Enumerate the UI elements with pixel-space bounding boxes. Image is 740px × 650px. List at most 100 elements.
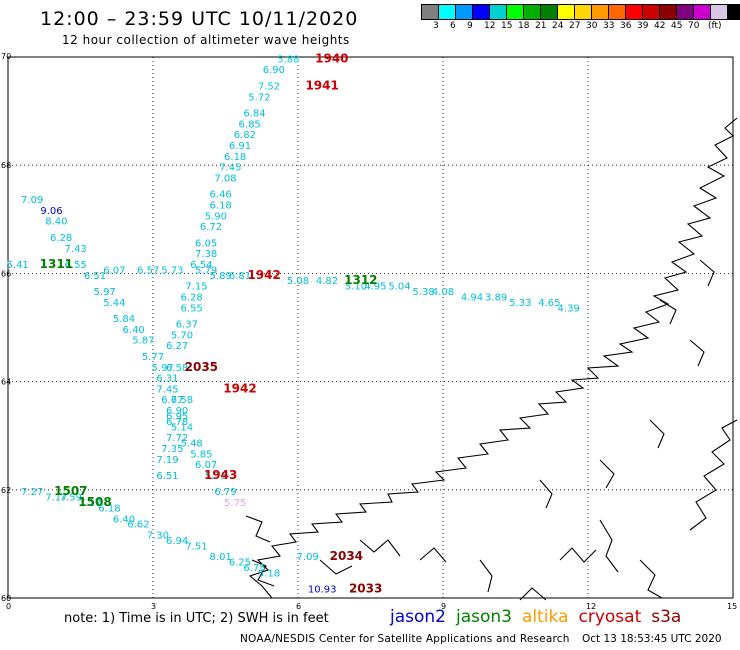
wave-height-value: 5.90 xyxy=(205,211,227,222)
pass-time-label: 1942 xyxy=(247,268,280,282)
wave-height-value: 6.28 xyxy=(181,292,203,303)
wave-height-value: 5.87 xyxy=(132,336,154,347)
legend-swatch xyxy=(541,5,558,19)
mission-s3a: s3a xyxy=(651,607,682,627)
wave-height-value: 5.08 xyxy=(287,276,309,287)
wave-height-value: 6.95 xyxy=(166,411,188,422)
legend-swatch xyxy=(439,5,456,19)
wave-height-value: 7.51 xyxy=(185,541,207,552)
wave-height-value: 6.67 xyxy=(161,395,183,406)
legend-label: 12 xyxy=(484,21,496,31)
wave-height-value: 5.73 xyxy=(161,265,183,276)
legend-swatch xyxy=(677,5,694,19)
wave-height-value: 6.27 xyxy=(166,341,188,352)
legend-swatch xyxy=(694,5,711,19)
legend-label: 24 xyxy=(552,21,564,31)
legend-label: 27 xyxy=(569,21,581,31)
legend-swatch xyxy=(473,5,490,19)
pass-time-labels: 1940 1941 1942 1942 1943 2035 2034 2033 1312 1311… xyxy=(40,51,383,595)
wave-height-value: 7.45 xyxy=(156,384,178,395)
wave-height-value: 5.44 xyxy=(103,298,125,309)
wave-height-value: 8.40 xyxy=(45,217,67,228)
wave-height-value: 4.65 xyxy=(538,298,560,309)
wave-height-value: 5.41 xyxy=(7,260,29,271)
wave-height-value: 7.45 xyxy=(219,163,241,174)
wave-height-value: 5.72 xyxy=(248,92,270,103)
legend-swatch xyxy=(711,5,728,19)
wave-height-value: 5.77 xyxy=(142,352,164,363)
wave-height-value: 5.04 xyxy=(388,282,410,293)
wave-height-value: 5.75 xyxy=(224,498,246,509)
wave-height-value: 6.62 xyxy=(127,520,149,531)
wave-height-value: 6.46 xyxy=(210,190,232,201)
wave-height-value: 6.51 xyxy=(84,271,106,282)
legend-swatch xyxy=(609,5,626,19)
wave-height-value: 7.08 xyxy=(214,173,236,184)
wave-height-value: 6.57 xyxy=(137,265,159,276)
lon-tick-label: 15 xyxy=(727,602,737,611)
legend-swatch xyxy=(524,5,541,19)
wave-height-value: 5.48 xyxy=(181,439,203,450)
wave-height-value: 6.28 xyxy=(50,233,72,244)
wave-height-value: 6.90 xyxy=(263,65,285,76)
lon-tick-label: 0 xyxy=(6,602,11,611)
wave-height-value: 5.33 xyxy=(509,298,531,309)
wave-height-value: 6.37 xyxy=(176,320,198,331)
wave-height-value: 7.59 xyxy=(60,493,82,504)
wave-height-value: 6.25 xyxy=(229,558,251,569)
legend-swatch xyxy=(728,5,740,19)
wave-height-value: 4.39 xyxy=(558,303,580,314)
legend-swatch xyxy=(592,5,609,19)
wave-height-points: 5.886.907.525.726.846.856.826.916.187.45… xyxy=(7,54,580,595)
mission-cryosat: cryosat xyxy=(578,607,642,627)
legend-swatch xyxy=(660,5,677,19)
legend-labels: 3 6 9 12 15 18 21 24 27 30 33 36 39 42 45 70 (ft) xyxy=(421,21,740,35)
pass-time-label: 1311 xyxy=(40,257,73,271)
wave-height-value: 5.75 xyxy=(205,471,227,482)
pass-time-label: 1941 xyxy=(305,78,338,92)
lat-tick-label: 62 xyxy=(1,486,11,495)
legend-label: 18 xyxy=(518,21,530,31)
wave-height-value: 6.79 xyxy=(214,487,236,498)
wave-height-value: 6.18 xyxy=(210,200,232,211)
wave-height-value: 4.08 xyxy=(432,287,454,298)
lon-tick-label: 12 xyxy=(586,602,596,611)
wave-height-value: 5.38 xyxy=(413,287,435,298)
legend-swatch xyxy=(422,5,439,19)
wave-height-value: 6.05 xyxy=(195,238,217,249)
wave-height-value: 6.90 xyxy=(166,406,188,417)
mission-jason2: jason2 xyxy=(390,607,446,627)
wave-height-value: 6.75 xyxy=(243,563,265,574)
legend-label: 36 xyxy=(620,21,632,31)
pass-time-label: 2035 xyxy=(185,360,218,374)
legend-label: 3 xyxy=(433,21,439,31)
legend-swatch xyxy=(643,5,660,19)
wave-height-value: 7.17 xyxy=(45,493,67,504)
wave-height-value: 7.52 xyxy=(258,81,280,92)
generation-timestamp: Oct 13 18:53:45 UTC 2020 xyxy=(582,633,722,645)
wave-height-value: 6.81 xyxy=(229,271,251,282)
lon-tick-label: 9 xyxy=(441,602,446,611)
pass-time-label: 1943 xyxy=(204,468,237,482)
wave-height-value: 5.97 xyxy=(94,287,116,298)
legend-label: (ft) xyxy=(708,21,722,31)
wave-height-value: 5.79 xyxy=(195,265,217,276)
pass-time-label: 1942 xyxy=(223,381,256,395)
wave-height-value: 7.19 xyxy=(156,455,178,466)
wave-height-value: 6.40 xyxy=(123,325,145,336)
wave-height-value: 6.58 xyxy=(166,363,188,374)
pass-time-label: 2033 xyxy=(349,582,382,596)
legend-label: 21 xyxy=(535,21,547,31)
wave-height-value: 4.94 xyxy=(461,292,483,303)
pass-time-label: 1507 xyxy=(54,484,87,498)
wave-height-value: 5.18 xyxy=(258,568,280,579)
wave-height-value: 8.01 xyxy=(210,552,232,563)
wave-height-value: 7.09 xyxy=(297,552,319,563)
wave-height-value: 3.89 xyxy=(485,292,507,303)
wave-height-value: 7.58 xyxy=(171,395,193,406)
legend-swatch xyxy=(558,5,575,19)
wave-height-value: 6.54 xyxy=(190,260,212,271)
wave-height-value: 6.51 xyxy=(156,471,178,482)
wave-height-value: 7.43 xyxy=(65,244,87,255)
wave-height-value: 6.18 xyxy=(224,152,246,163)
